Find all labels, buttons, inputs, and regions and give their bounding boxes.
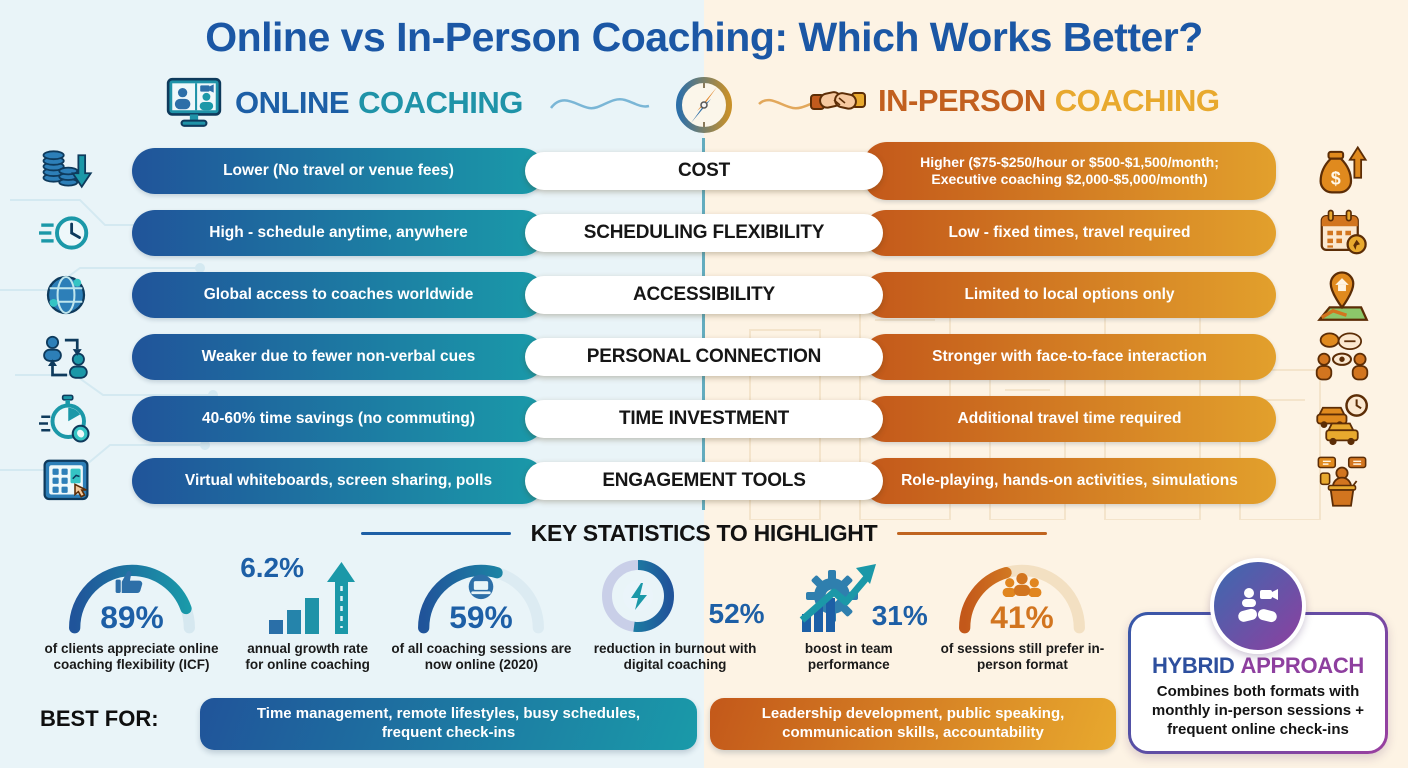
svg-text:$: $ bbox=[1331, 169, 1341, 189]
burnout-head-icon bbox=[630, 583, 647, 610]
online-cost-bar: Lower (No travel or venue fees) bbox=[132, 148, 545, 194]
inperson-cost-bar: Higher ($75-$250/hour or $500-$1,500/mon… bbox=[863, 142, 1276, 200]
handshake-icon bbox=[810, 91, 866, 110]
face-to-face-icon bbox=[1315, 332, 1369, 381]
video-call-monitor-icon bbox=[166, 77, 222, 127]
row-connection: Weaker due to fewer non-verbal cues PERS… bbox=[0, 326, 1408, 388]
center-divider-line bbox=[702, 138, 705, 510]
category-cost: COST bbox=[525, 152, 883, 190]
online-connection-bar: Weaker due to fewer non-verbal cues bbox=[132, 334, 545, 380]
row-accessibility: Global access to coaches worldwide ACCES… bbox=[0, 264, 1408, 326]
online-header-label: ONLINE COACHING bbox=[235, 85, 523, 120]
money-bag-icon: $ bbox=[1319, 145, 1368, 194]
inperson-connection-bar: Stronger with face-to-face interaction bbox=[863, 334, 1276, 380]
gauge-41-icon: 41% bbox=[959, 564, 1086, 635]
inperson-engagement-bar: Role-playing, hands-on activities, simul… bbox=[863, 458, 1276, 504]
stats-row: 89% of clients appreciate online coachin… bbox=[34, 552, 1110, 673]
stopwatch-icon bbox=[39, 394, 90, 443]
online-time-bar: 40-60% time savings (no commuting) bbox=[132, 396, 545, 442]
globe-icon bbox=[46, 275, 86, 315]
best-for-inperson-pill: Leadership development, public speaking,… bbox=[710, 698, 1116, 750]
row-scheduling: High - schedule anytime, anywhere SCHEDU… bbox=[0, 202, 1408, 264]
inperson-column-header: IN-PERSON COACHING bbox=[810, 80, 1220, 122]
svg-text:41%: 41% bbox=[991, 599, 1054, 635]
stat-inperson-preference: 41% of sessions still prefer in-person f… bbox=[935, 552, 1110, 673]
svg-text:89%: 89% bbox=[100, 599, 163, 635]
svg-text:59%: 59% bbox=[450, 599, 513, 635]
inperson-header-label: IN-PERSON COACHING bbox=[878, 83, 1220, 118]
comparison-table: Lower (No travel or venue fees) COST Hig… bbox=[0, 140, 1408, 512]
best-for-online-pill: Time management, remote lifestyles, busy… bbox=[200, 698, 697, 750]
stats-heading: KEY STATISTICS TO HIGHLIGHT bbox=[0, 520, 1408, 547]
fast-clock-icon bbox=[39, 216, 89, 250]
online-accessibility-bar: Global access to coaches worldwide bbox=[132, 272, 545, 318]
row-cost: Lower (No travel or venue fees) COST Hig… bbox=[0, 140, 1408, 202]
map-pin-icon bbox=[1317, 271, 1369, 321]
inperson-time-bar: Additional travel time required bbox=[863, 396, 1276, 442]
page-title: Online vs In-Person Coaching: Which Work… bbox=[205, 14, 1203, 60]
stat-team-performance: 31% boost in team performance bbox=[774, 552, 928, 673]
hybrid-badge bbox=[1210, 558, 1306, 654]
hybrid-approach-card: HYBRID APPROACH Combines both formats wit… bbox=[1128, 558, 1388, 755]
stats-heading-text: KEY STATISTICS TO HIGHLIGHT bbox=[530, 520, 878, 546]
hybrid-description: Combines both formats with monthly in-pe… bbox=[1151, 683, 1365, 738]
online-session-icon bbox=[469, 574, 494, 600]
stat-burnout-reduction: 52% reduction in burnout with digital co… bbox=[588, 552, 765, 673]
interactive-board-icon bbox=[43, 459, 89, 501]
coins-down-icon bbox=[42, 150, 93, 189]
hybrid-title: HYBRID APPROACH bbox=[1151, 653, 1365, 678]
category-engagement: ENGAGEMENT TOOLS bbox=[525, 462, 883, 500]
row-engagement: Virtual whiteboards, screen sharing, pol… bbox=[0, 450, 1408, 512]
online-scheduling-bar: High - schedule anytime, anywhere bbox=[132, 210, 545, 256]
stat-growth-rate: 6.2% annual growth rate for online coach… bbox=[240, 552, 370, 672]
stat-sessions-online: 59% of all coaching sessions are now onl… bbox=[386, 552, 576, 673]
inperson-scheduling-bar: Low - fixed times, travel required bbox=[863, 210, 1276, 256]
hybrid-handshake-icon bbox=[1238, 588, 1278, 623]
category-accessibility: ACCESSIBILITY bbox=[525, 276, 883, 314]
gauge-89-icon: 89% bbox=[68, 564, 195, 635]
online-column-header: ONLINE COACHING bbox=[165, 74, 523, 132]
gauge-59-icon: 59% bbox=[418, 564, 545, 635]
burnout-donut-icon bbox=[601, 560, 674, 632]
online-engagement-bar: Virtual whiteboards, screen sharing, pol… bbox=[132, 458, 545, 504]
category-scheduling: SCHEDULING FLEXIBILITY bbox=[525, 214, 883, 252]
gear-growth-icon bbox=[799, 564, 876, 632]
category-time: TIME INVESTMENT bbox=[525, 400, 883, 438]
podium-icon bbox=[1317, 456, 1367, 507]
row-time: 40-60% time savings (no commuting) TIME … bbox=[0, 388, 1408, 450]
heading-line-right bbox=[897, 532, 1048, 535]
people-group-icon bbox=[1002, 572, 1042, 598]
travel-time-icon bbox=[1316, 394, 1368, 446]
thumbs-up-icon bbox=[115, 571, 142, 593]
calendar-pin-icon bbox=[1320, 209, 1367, 255]
category-connection: PERSONAL CONNECTION bbox=[525, 338, 883, 376]
heading-line-left bbox=[360, 532, 511, 535]
people-exchange-icon bbox=[43, 335, 88, 379]
best-for-label: BEST FOR: bbox=[40, 706, 159, 731]
stat-online-flexibility: 89% of clients appreciate online coachin… bbox=[34, 552, 229, 673]
inperson-accessibility-bar: Limited to local options only bbox=[863, 272, 1276, 318]
growth-bars-icon bbox=[268, 562, 355, 634]
